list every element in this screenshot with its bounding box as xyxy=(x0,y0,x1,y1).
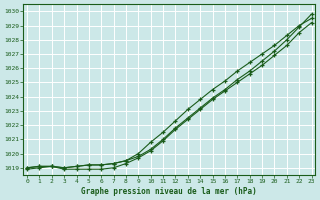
X-axis label: Graphe pression niveau de la mer (hPa): Graphe pression niveau de la mer (hPa) xyxy=(81,187,257,196)
